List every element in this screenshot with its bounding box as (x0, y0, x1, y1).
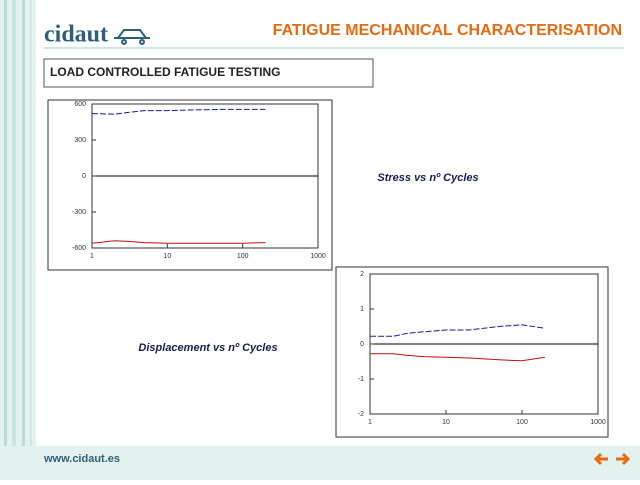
nav-next[interactable] (616, 452, 631, 466)
y-tick-label: 0 (360, 341, 364, 348)
x-tick-label: 1000 (590, 419, 606, 426)
y-tick-label: 2 (360, 271, 364, 278)
x-tick-label: 100 (237, 253, 249, 260)
chart-frame (335, 266, 609, 438)
footer-band (0, 446, 640, 480)
chart-caption: Displacement vs nº Cycles (138, 342, 277, 354)
y-tick-label: -600 (72, 245, 86, 252)
y-tick-label: 1 (360, 306, 364, 313)
logo-car (114, 29, 150, 45)
y-tick-label: 0 (82, 173, 86, 180)
y-tick-label: -1 (358, 376, 364, 383)
series-line (370, 353, 545, 362)
section-box (43, 58, 374, 88)
series-line (370, 324, 545, 337)
footer-url: www.cidaut.es (43, 453, 120, 465)
nav-prev[interactable] (593, 452, 608, 466)
left-stripes (0, 0, 36, 480)
x-tick-label: 10 (442, 419, 450, 426)
logo: cidaut (44, 22, 108, 48)
x-tick-label: 1 (368, 419, 372, 426)
chart-frame (47, 99, 333, 271)
chart-caption: Stress vs nº Cycles (377, 172, 478, 184)
series-line (91, 240, 266, 244)
slide-title: FATIGUE MECHANICAL CHARACTERISATION (273, 22, 622, 39)
y-tick-label: 600 (74, 101, 86, 108)
y-tick-label: 300 (74, 137, 86, 144)
x-tick-label: 1000 (310, 253, 326, 260)
x-tick-label: 10 (163, 253, 171, 260)
x-tick-label: 100 (516, 419, 528, 426)
y-tick-label: -300 (72, 209, 86, 216)
y-tick-label: -2 (358, 411, 364, 418)
section-title: LOAD CONTROLLED FATIGUE TESTING (50, 65, 280, 79)
x-tick-label: 1 (90, 253, 94, 260)
series-line (91, 108, 266, 115)
